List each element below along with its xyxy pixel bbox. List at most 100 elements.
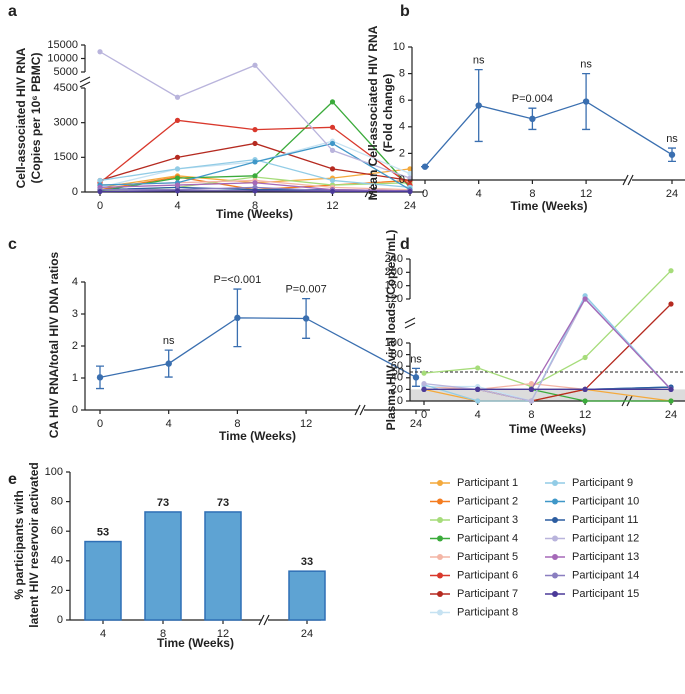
y-axis-title: Mean Cell-associated HIV RNA <box>366 25 380 200</box>
y-tick-label: 60 <box>51 525 63 537</box>
legend-label: Participant 11 <box>572 514 638 526</box>
y-axis-title: CA HIV RNA/total HIV DNA ratios <box>47 251 61 438</box>
y-tick-label: 200 <box>385 266 403 278</box>
point <box>329 166 336 172</box>
legend-marker <box>437 517 443 523</box>
line <box>424 100 673 168</box>
y-axis-title: Plasma HIV viral loads (Copies/mL) <box>384 230 398 431</box>
legend-marker <box>552 480 558 486</box>
point <box>252 188 258 194</box>
y-tick-label: 80 <box>51 496 63 508</box>
point <box>174 188 181 194</box>
x-axis-title: Time (Weeks) <box>509 422 586 436</box>
bar <box>204 511 242 621</box>
annotation: ns <box>163 335 175 347</box>
annotation: P=0.004 <box>512 93 553 105</box>
x-tick-label: 12 <box>579 409 591 421</box>
x-tick-label: 8 <box>252 200 258 212</box>
point <box>174 182 181 188</box>
legend-label: Participant 2 <box>457 495 518 507</box>
shaded-band <box>410 389 685 401</box>
panel-letter: d <box>400 236 410 253</box>
y-axis-title: latent HIV reservoir activated <box>27 462 41 627</box>
x-tick-label: 4 <box>174 200 180 212</box>
point <box>252 173 258 179</box>
y-axis-title: % participants with <box>12 490 26 599</box>
y-tick-label: 240 <box>385 253 403 265</box>
x-axis-break <box>622 174 634 186</box>
y-tick-label: 100 <box>45 466 63 478</box>
x-tick-label: 8 <box>160 628 166 640</box>
legend-label: Participant 8 <box>457 606 518 618</box>
legend-marker <box>437 535 443 542</box>
y-axis-title: (Copies per 10⁶ PBMC) <box>29 53 43 184</box>
point <box>421 386 427 392</box>
y-tick-label: 20 <box>391 383 403 395</box>
point <box>421 381 427 387</box>
y-tick-label: 1 <box>72 372 78 384</box>
annotation: P=<0.001 <box>214 274 262 286</box>
line <box>424 297 672 391</box>
point <box>174 166 181 172</box>
x-tick-label: 8 <box>528 409 534 421</box>
point <box>475 398 481 404</box>
point <box>97 49 103 55</box>
point <box>96 374 104 381</box>
y-tick-label: 80 <box>391 349 403 361</box>
y-axis-title: (Fold change) <box>381 74 395 153</box>
y-axis-break <box>404 317 416 329</box>
point <box>421 163 429 170</box>
x-axis-break <box>258 614 270 626</box>
legend-marker <box>437 609 443 616</box>
point <box>252 62 258 68</box>
y-tick-label: 3000 <box>54 117 78 129</box>
annotation: ns <box>410 353 422 365</box>
annotation: ns <box>580 59 592 71</box>
panel-letter: e <box>8 471 17 488</box>
value-label: 73 <box>157 497 169 509</box>
y-tick-label: 4 <box>399 121 405 133</box>
point <box>174 117 181 123</box>
y-axis-break <box>79 76 91 88</box>
x-axis-break <box>354 404 366 416</box>
x-tick-label: 24 <box>410 418 422 430</box>
point <box>668 301 674 307</box>
legend-label: Participant 10 <box>572 495 639 507</box>
y-tick-label: 15000 <box>47 39 78 51</box>
point <box>174 175 181 181</box>
y-tick-label: 3 <box>72 308 78 320</box>
y-axis-title: Cell-associated HIV RNA <box>14 47 28 188</box>
x-tick-label: 4 <box>166 418 172 430</box>
point <box>174 94 181 100</box>
x-tick-label: 8 <box>234 418 240 430</box>
x-tick-label: 0 <box>97 200 103 212</box>
point <box>329 124 336 130</box>
point <box>421 370 427 376</box>
x-tick-label: 8 <box>529 188 535 200</box>
point <box>529 115 536 123</box>
point <box>475 386 481 392</box>
legend-marker <box>437 591 443 597</box>
legend-marker <box>552 572 558 579</box>
legend-label: Participant 6 <box>457 569 518 581</box>
x-tick-label: 0 <box>421 409 427 421</box>
point <box>582 398 588 404</box>
legend-label: Participant 12 <box>572 532 639 544</box>
point <box>407 188 413 195</box>
panel-letter: a <box>8 3 17 20</box>
y-tick-label: 6 <box>399 94 405 106</box>
x-tick-label: 12 <box>217 628 229 640</box>
x-tick-label: 4 <box>476 188 482 200</box>
point <box>252 127 258 133</box>
point <box>582 296 588 302</box>
threshold-label: 50 <box>392 366 404 378</box>
x-tick-label: 0 <box>97 418 103 430</box>
point <box>668 398 674 404</box>
y-tick-label: 100 <box>385 337 403 349</box>
x-tick-label: 4 <box>100 628 106 640</box>
point <box>329 188 336 194</box>
point <box>165 360 172 367</box>
legend-label: Participant 9 <box>572 477 633 489</box>
point <box>252 180 258 186</box>
